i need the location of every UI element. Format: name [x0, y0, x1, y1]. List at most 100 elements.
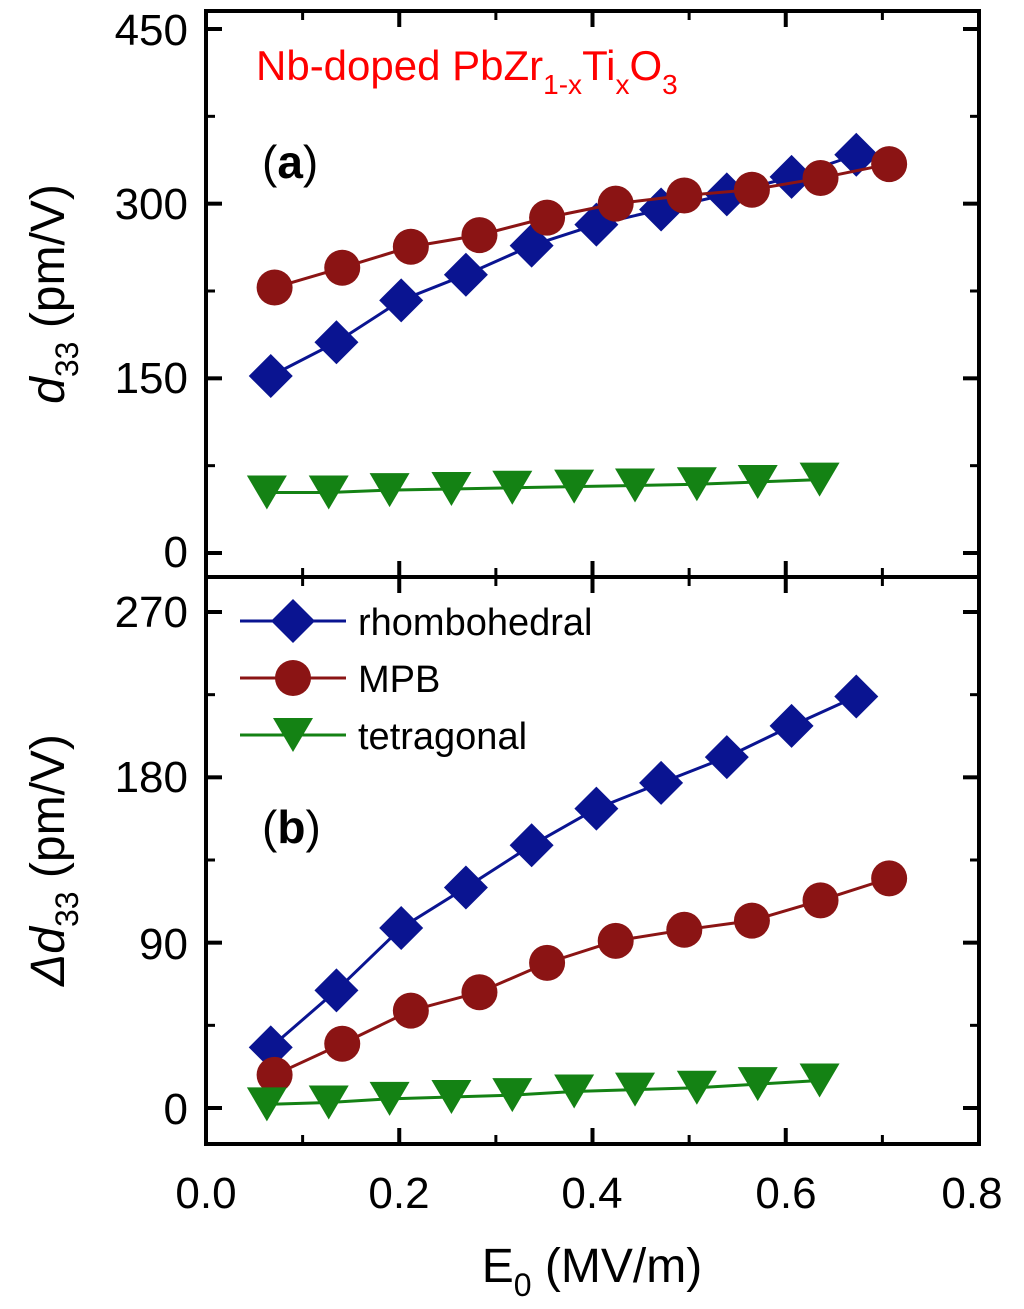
data-point-tetragonal — [431, 471, 472, 506]
panel-a-letter: a — [277, 136, 303, 188]
data-point-rhombohedral — [248, 354, 293, 399]
series-line-tetragonal — [266, 1078, 820, 1106]
series-line-mpb — [273, 876, 890, 1077]
data-point-tetragonal — [369, 1081, 410, 1116]
data-point-tetragonal — [676, 1070, 717, 1105]
data-point-rhombohedral — [443, 252, 488, 297]
panel-b-plot — [246, 674, 908, 1122]
legend-marker-rhombohedral — [271, 599, 315, 643]
data-point-tetragonal — [799, 1063, 840, 1098]
panel-b-ytick-labels: 0 90 180 270 — [115, 588, 188, 1134]
panel-b-ytick-label: 0 — [164, 1085, 188, 1134]
x-axis-title-sub: 0 — [514, 1267, 532, 1303]
panel-b-frame — [204, 575, 981, 1146]
panel-a-y-axis-title: d33 (pm/V) — [22, 184, 85, 404]
data-point-rhombohedral — [769, 703, 814, 748]
panel-b-y-axis-title-sub: 33 — [49, 891, 85, 927]
panel-b-y-axis-title-unit: (pm/V) — [22, 734, 75, 891]
legend-label-rhombohedral: rhombohedral — [358, 602, 592, 644]
data-point-rhombohedral — [314, 968, 359, 1013]
data-point-tetragonal — [308, 1085, 349, 1120]
axis-ticks — [206, 11, 979, 1144]
panel-b-label: (b) — [262, 801, 321, 853]
xtick-label: 0.8 — [941, 1169, 1002, 1218]
data-point-tetragonal — [369, 473, 410, 508]
data-point-mpb — [871, 146, 908, 183]
data-point-mpb — [461, 974, 498, 1011]
data-point-rhombohedral — [248, 1025, 293, 1070]
data-point-tetragonal — [246, 1087, 287, 1122]
data-point-mpb — [461, 217, 498, 254]
data-point-mpb — [529, 944, 566, 981]
panel-a-ytick-label: 0 — [164, 528, 188, 577]
data-point-mpb — [666, 911, 703, 948]
data-point-mpb — [597, 185, 634, 222]
data-point-rhombohedral — [379, 905, 424, 950]
data-point-mpb — [392, 228, 429, 265]
panel-a-ytick-labels: 0 150 300 450 — [115, 6, 188, 577]
panel-a-ytick-label: 450 — [115, 6, 188, 55]
panel-a-y-axis-title-unit: (pm/V) — [22, 184, 75, 341]
xtick-label: 0.2 — [368, 1169, 429, 1218]
x-axis-title-unit: (MV/m) — [532, 1240, 703, 1293]
data-point-rhombohedral — [704, 735, 749, 780]
x-axis-title-main: E — [482, 1240, 514, 1293]
panel-a-y-axis-title-main: d — [22, 376, 75, 404]
data-point-tetragonal — [737, 464, 778, 499]
panel-b-y-axis-title-main: Δd — [22, 926, 75, 987]
annotation-sub2: x — [616, 69, 630, 100]
data-point-rhombohedral — [769, 154, 814, 199]
data-point-tetragonal — [676, 467, 717, 502]
data-point-mpb — [392, 992, 429, 1029]
data-point-tetragonal — [554, 1074, 595, 1109]
legend-marker-mpb — [275, 660, 311, 696]
data-point-mpb — [871, 860, 908, 897]
data-point-tetragonal — [308, 475, 349, 510]
data-point-tetragonal — [492, 470, 533, 505]
data-point-rhombohedral — [639, 760, 684, 805]
data-point-tetragonal — [246, 475, 287, 510]
data-point-rhombohedral — [443, 865, 488, 910]
data-point-tetragonal — [431, 1079, 472, 1114]
panel-b-ytick-label: 90 — [139, 920, 188, 969]
panel-a-plot — [246, 132, 908, 510]
data-point-mpb — [733, 171, 770, 208]
data-point-mpb — [802, 882, 839, 919]
legend-marker-tetragonal — [273, 718, 313, 752]
data-point-rhombohedral — [379, 278, 424, 323]
xtick-label: 0.6 — [755, 1169, 816, 1218]
series-line-rhombohedral — [269, 695, 857, 1049]
data-point-mpb — [802, 160, 839, 197]
data-point-tetragonal — [554, 469, 595, 504]
annotation-sub3: 3 — [662, 69, 678, 100]
data-point-tetragonal — [799, 462, 840, 497]
annotation-mid: Ti — [582, 42, 615, 89]
series-line-mpb — [274, 162, 890, 289]
data-point-mpb — [597, 922, 634, 959]
data-point-rhombohedral — [509, 823, 554, 868]
legend: rhombohedral MPB tetragonal — [240, 599, 592, 758]
annotation-o: O — [630, 42, 663, 89]
legend-label-tetragonal: tetragonal — [358, 716, 527, 758]
data-point-mpb — [324, 1025, 361, 1062]
data-point-mpb — [256, 1056, 293, 1093]
panel-b-ytick-label: 270 — [115, 588, 188, 637]
data-point-mpb — [529, 199, 566, 236]
data-point-tetragonal — [615, 1072, 656, 1107]
data-point-rhombohedral — [574, 786, 619, 831]
data-point-mpb — [324, 249, 361, 286]
composition-annotation: Nb-doped PbZr1-xTixO3 — [256, 42, 678, 100]
data-point-tetragonal — [615, 468, 656, 503]
annotation-base: Nb-doped PbZr — [256, 42, 543, 89]
data-point-mpb — [666, 177, 703, 214]
xtick-label: 0.4 — [561, 1169, 622, 1218]
panel-a-ytick-label: 300 — [115, 180, 188, 229]
data-point-tetragonal — [737, 1067, 778, 1102]
panel-b-letter: b — [277, 801, 305, 853]
data-point-mpb — [256, 269, 293, 306]
x-axis-title: E0 (MV/m) — [482, 1240, 702, 1303]
xtick-label: 0.0 — [175, 1169, 236, 1218]
data-point-rhombohedral — [314, 320, 359, 365]
panel-a-ytick-label: 150 — [115, 354, 188, 403]
